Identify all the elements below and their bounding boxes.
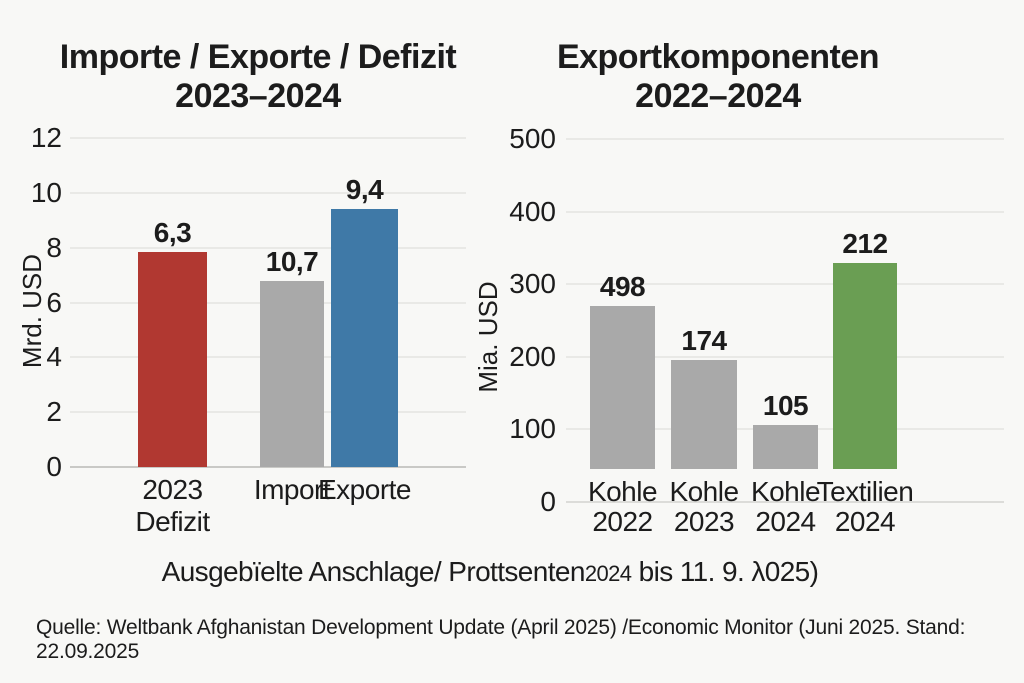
category-label-line1: Kohle (587, 476, 658, 507)
gridline (70, 137, 466, 139)
bar-value-label: 105 (762, 390, 809, 422)
y-tick-label: 300 (509, 268, 556, 299)
chart-title-export-components: Exportkomponenten 2022–2024 (498, 38, 938, 116)
bar-kohle-2024 (753, 425, 818, 470)
chart-title-line1: Importe / Exporte / Defizit (59, 38, 457, 76)
bar-value-label: 10,7 (265, 245, 319, 277)
bar-value-label: 174 (681, 324, 727, 356)
category-label-line1: Textilien (816, 476, 914, 507)
y-tick-label: 100 (509, 413, 556, 444)
bar-value-label: 212 (842, 228, 888, 260)
y-tick-label: 0 (46, 451, 62, 482)
chart-title-line1: Exportkomponenten (556, 38, 880, 76)
chart-title-imports-exports: Importe / Exporte / Defizit 2023–2024 (38, 38, 478, 116)
bar-kohle-2023 (671, 359, 737, 470)
category-label-line1: Kohle (669, 476, 739, 507)
bar-value-label: 9,4 (345, 174, 384, 206)
bar-2023-defizit (138, 251, 207, 467)
bar-kohle-2022 (590, 305, 655, 470)
footnote-annotation: Ausgebïelte Anschlage/ Prottsenten2024 b… (10, 556, 970, 588)
category-label-line2: 2023 (673, 506, 735, 537)
x-axis-baseline (70, 466, 466, 468)
bar-exporte (331, 209, 398, 467)
bar-import (260, 280, 324, 467)
x-axis-baseline (566, 501, 1004, 503)
category-label-line1: 2023 (142, 474, 203, 505)
chart-title-line2: 2023–2024 (175, 77, 341, 115)
category-label-line2: 2024 (755, 506, 816, 537)
category-label-line2: 2022 (592, 506, 653, 537)
y-tick-label: 4 (46, 341, 62, 372)
category-label-line2: 2024 (834, 506, 896, 537)
category-label-line2: Defizit (135, 506, 210, 537)
chart-title-line2: 2022–2024 (635, 77, 801, 115)
bar-textilien-2024 (833, 263, 897, 470)
y-tick-label: 0 (540, 486, 556, 517)
category-label-line1: Kohle (750, 476, 821, 507)
y-tick-label: 12 (30, 122, 62, 153)
footnote-text-part1: Ausgebïelte Anschlage/ Prottsenten (161, 556, 586, 587)
y-tick-label: 6 (46, 287, 62, 318)
y-tick-label: 10 (30, 177, 62, 208)
category-label-line1: Import (253, 474, 331, 505)
footnote-text-part3: bis 11. 9. λ025) (631, 556, 819, 587)
y-tick-label: 400 (509, 196, 556, 227)
bar-value-label: 6,3 (153, 216, 192, 248)
category-label-line1: Exporte (318, 474, 412, 505)
footnote-text-year: 2024 (584, 561, 632, 586)
y-tick-label: 500 (509, 123, 556, 154)
source-credit-line: Quelle: Weltbank Afghanistan Development… (36, 616, 966, 663)
gridline (70, 247, 466, 249)
bar-value-label: 498 (599, 270, 646, 302)
gridline (70, 192, 466, 194)
gridline (566, 138, 1004, 140)
gridline (566, 211, 1004, 213)
gridline (566, 283, 1004, 285)
y-tick-label: 8 (46, 232, 62, 263)
y-tick-label: 200 (509, 341, 556, 372)
y-tick-label: 2 (46, 396, 62, 427)
gridline (566, 356, 1004, 358)
